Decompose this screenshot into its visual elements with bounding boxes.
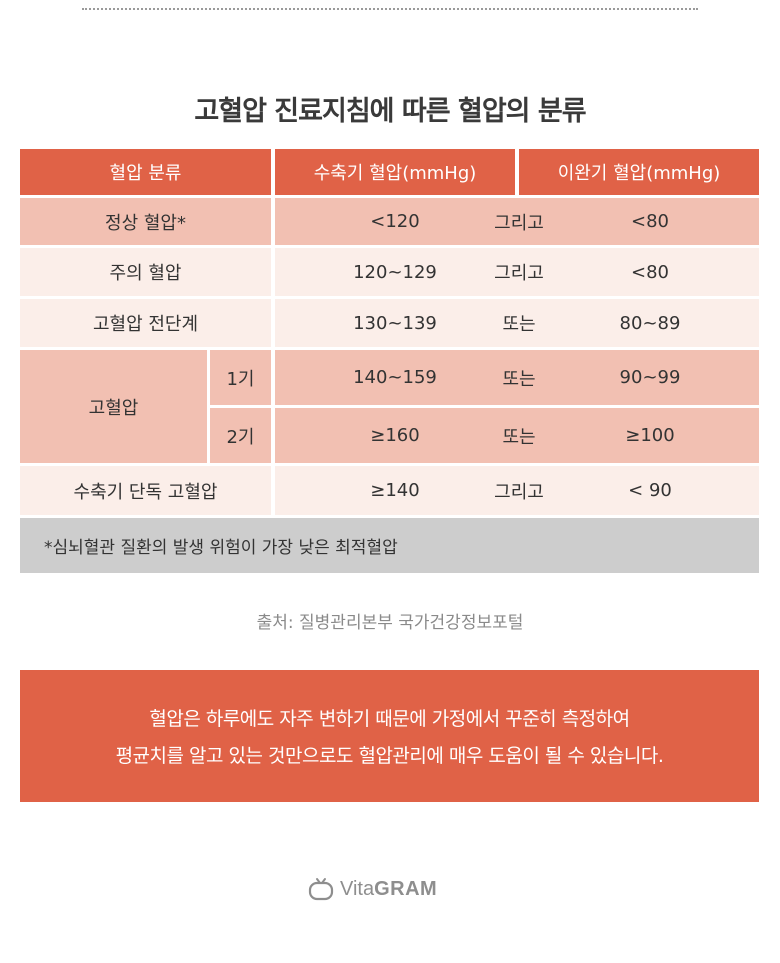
header-diastolic: 이완기 혈압(mmHg) [519,149,759,195]
table-row [275,408,759,463]
row-prehypertension-connector: 또는 [502,314,536,335]
row-stage1-systolic: 140~159 [353,367,437,388]
row-stage1-label: 1기 [210,350,271,405]
row-prehypertension-category: 고혈압 전단계 [20,299,271,347]
header-category: 혈압 분류 [20,149,271,195]
row-stage2-diastolic: ≥100 [625,425,675,446]
table-row [275,299,759,347]
row-isolated-connector: 그리고 [494,481,544,503]
blood-pressure-table: 혈압 분류 수축기 혈압(mmHg) 이완기 혈압(mmHg) 정상 혈압* <… [20,149,759,573]
vitagram-logo: VitaGRAM [308,876,437,902]
dotted-divider [82,8,698,10]
row-isolated-diastolic: < 90 [628,480,672,501]
row-normal-category: 정상 혈압* [20,198,271,245]
row-caution-systolic: 120~129 [353,261,437,283]
logo-prefix: Vita [340,877,375,900]
row-caution-diastolic: <80 [631,261,669,283]
row-caution-category: 주의 혈압 [20,248,271,296]
row-stage1-connector: 또는 [502,368,536,390]
row-stage2-label: 2기 [210,408,271,463]
logo-text: VitaGRAM [340,878,437,901]
table-row [275,466,759,515]
row-normal-connector: 그리고 [494,212,544,234]
row-prehypertension-diastolic: 80~89 [619,312,681,334]
logo-suffix: GRAM [374,877,438,900]
row-stage1-diastolic: 90~99 [619,367,681,388]
banner-line-2: 평균치를 알고 있는 것만으로도 혈압관리에 매우 도움이 될 수 있습니다. [115,745,664,767]
table-row [275,198,759,245]
tv-icon [308,878,334,901]
table-footnote: *심뇌혈관 질환의 발생 위험이 가장 낮은 최적혈압 [20,518,759,573]
table-row [275,350,759,405]
row-prehypertension-systolic: 130~139 [353,312,437,334]
row-normal-systolic: <120 [370,211,420,232]
banner-line-1: 혈압은 하루에도 자주 변하기 때문에 가정에서 꾸준히 측정하여 [149,708,630,730]
header-systolic: 수축기 혈압(mmHg) [275,149,515,195]
row-stage2-systolic: ≥160 [370,425,420,446]
table-row [275,248,759,296]
row-stage2-connector: 또는 [502,426,536,448]
row-isolated-systolic-value: ≥140 [370,480,420,501]
row-caution-connector: 그리고 [494,263,544,284]
row-normal-diastolic: <80 [631,211,669,232]
info-banner: 혈압은 하루에도 자주 변하기 때문에 가정에서 꾸준히 측정하여 평균치를 알… [20,670,759,802]
page-title: 고혈압 진료지침에 따른 혈압의 분류 [194,96,586,127]
row-isolated-systolic-category: 수축기 단독 고혈압 [20,466,271,515]
source-citation: 출처: 질병관리본부 국가건강정보포털 [256,613,524,633]
row-hypertension-category: 고혈압 [20,350,207,463]
